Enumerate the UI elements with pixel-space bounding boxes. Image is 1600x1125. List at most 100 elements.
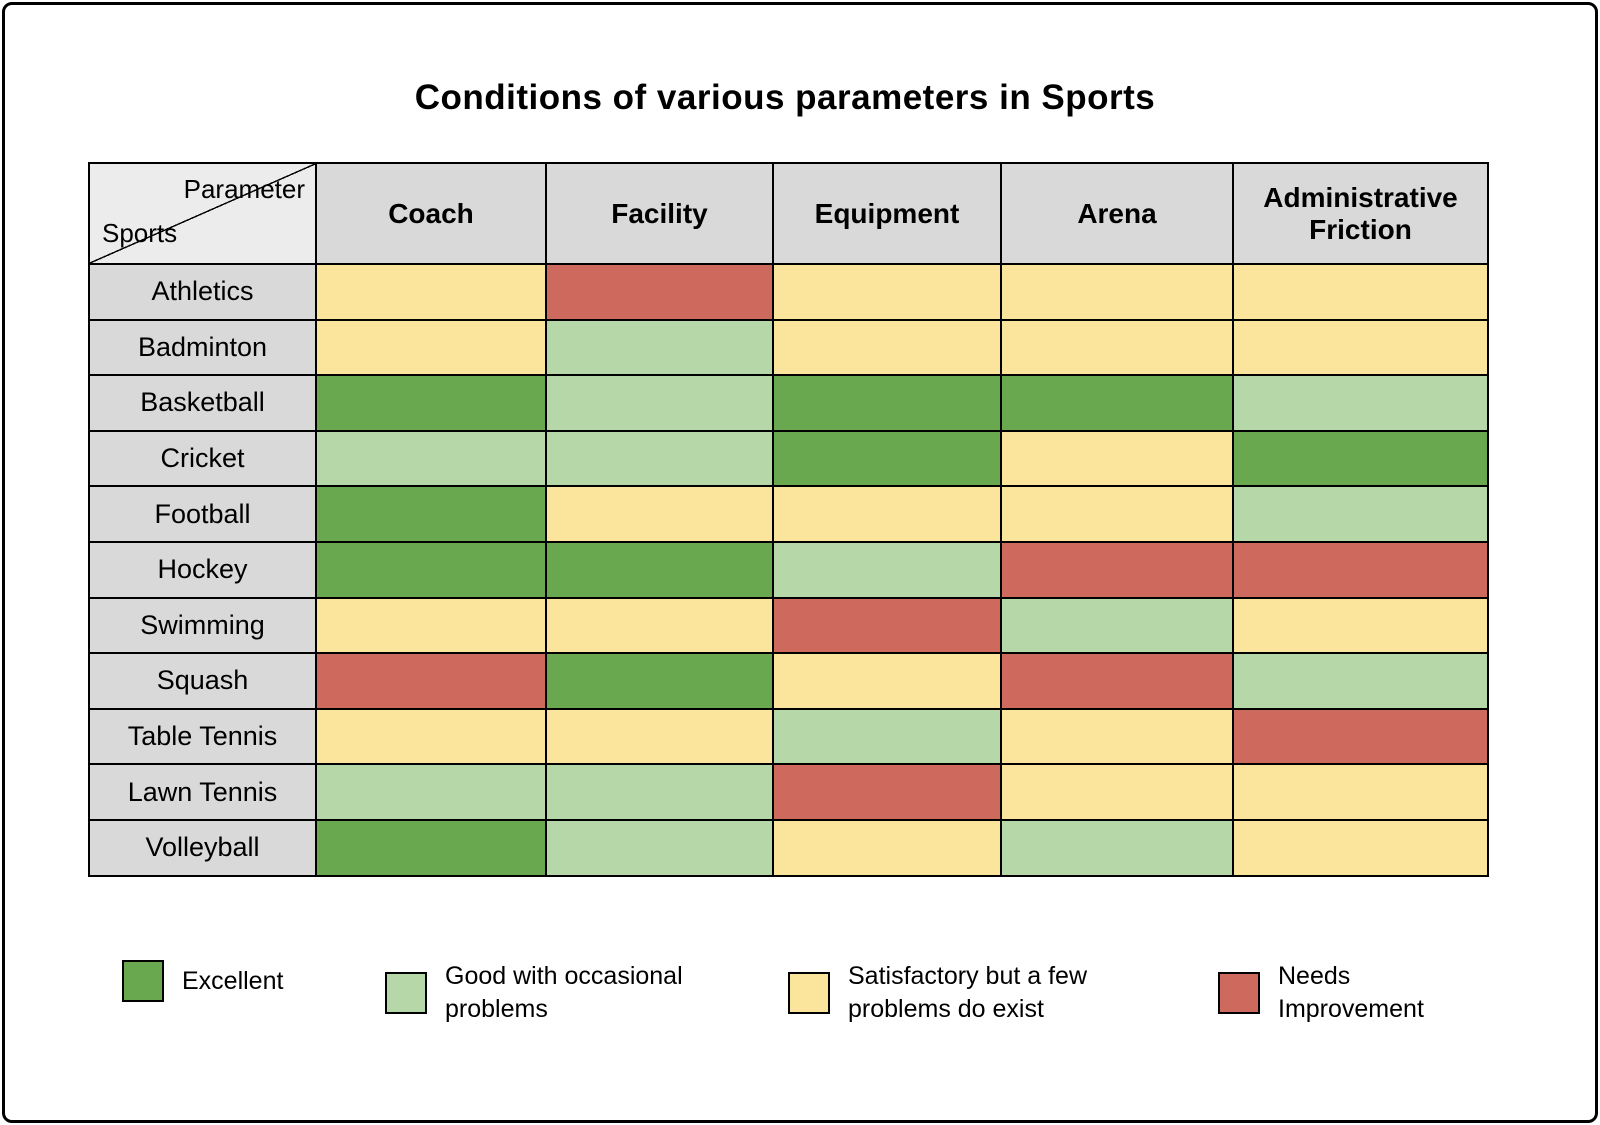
legend-swatch-good [385, 972, 427, 1014]
column-header-coach: Coach [315, 162, 547, 265]
cell-excellent [545, 652, 774, 710]
cell-satisfactory [1232, 318, 1489, 377]
legend-item-satisfactory: Satisfactory but a few problems do exist [788, 960, 1128, 1026]
table-row-football: Football [88, 485, 1489, 543]
cell-good [1000, 818, 1234, 877]
cell-good [545, 318, 774, 377]
cell-satisfactory [1000, 429, 1234, 488]
cell-good [1000, 596, 1234, 655]
cell-excellent [315, 540, 547, 599]
table-row-squash: Squash [88, 652, 1489, 710]
cell-satisfactory [1232, 263, 1489, 321]
cell-satisfactory [772, 318, 1002, 377]
cell-good [545, 429, 774, 488]
cell-satisfactory [545, 707, 774, 766]
table-row-hockey: Hockey [88, 540, 1489, 599]
heatmap-body: Athletics Badminton Basketball Cricket Footb… [88, 263, 1489, 877]
cell-needs-improvement [1000, 652, 1234, 710]
row-header-squash: Squash [88, 652, 317, 710]
row-header-cricket: Cricket [88, 429, 317, 488]
legend-swatch-satisfactory [788, 972, 830, 1014]
cell-satisfactory [772, 263, 1002, 321]
legend-item-needs-improvement: Needs Improvement [1218, 960, 1448, 1026]
cell-needs-improvement [772, 596, 1002, 655]
cell-good [315, 763, 547, 821]
corner-parameter-label: Parameter [183, 174, 305, 204]
chart-title: Conditions of various parameters in Spor… [414, 78, 1156, 117]
row-header-football: Football [88, 485, 317, 543]
cell-satisfactory [1000, 318, 1234, 377]
cell-excellent [1232, 429, 1489, 488]
cell-satisfactory [772, 818, 1002, 877]
legend-item-excellent: Excellent [122, 960, 283, 1002]
legend: Excellent Good with occasional problems Sa… [0, 960, 1600, 1070]
header-row: Parameter Sports Coach Facility Equipment A… [88, 162, 1489, 265]
cell-needs-improvement [545, 263, 774, 321]
cell-needs-improvement [1232, 707, 1489, 766]
heatmap-table-container: Parameter Sports Coach Facility Equipment A… [88, 162, 1489, 877]
cell-excellent [315, 374, 547, 432]
cell-satisfactory [545, 596, 774, 655]
legend-swatch-needs-improvement [1218, 972, 1260, 1014]
cell-satisfactory [315, 707, 547, 766]
cell-satisfactory [315, 318, 547, 377]
cell-good [545, 763, 774, 821]
column-header-facility: Facility [545, 162, 774, 265]
cell-excellent [315, 818, 547, 877]
cell-needs-improvement [315, 652, 547, 710]
cell-satisfactory [315, 263, 547, 321]
row-header-athletics: Athletics [88, 263, 317, 321]
cell-good [545, 818, 774, 877]
table-row-badminton: Badminton [88, 318, 1489, 377]
cell-satisfactory [1232, 818, 1489, 877]
column-header-arena: Arena [1000, 162, 1234, 265]
cell-good [1232, 485, 1489, 543]
cell-excellent [772, 429, 1002, 488]
cell-needs-improvement [1000, 540, 1234, 599]
cell-satisfactory [315, 596, 547, 655]
table-row-volleyball: Volleyball [88, 818, 1489, 877]
row-header-basketball: Basketball [88, 374, 317, 432]
table-row-cricket: Cricket [88, 429, 1489, 488]
heatmap-table: Parameter Sports Coach Facility Equipment A… [88, 162, 1489, 877]
cell-good [772, 540, 1002, 599]
row-header-volleyball: Volleyball [88, 818, 317, 877]
cell-satisfactory [1000, 763, 1234, 821]
cell-satisfactory [1232, 763, 1489, 821]
cell-satisfactory [1000, 485, 1234, 543]
cell-excellent [315, 485, 547, 543]
legend-label-satisfactory: Satisfactory but a few problems do exist [848, 962, 1088, 1023]
cell-needs-improvement [1232, 540, 1489, 599]
cell-satisfactory [1000, 263, 1234, 321]
table-row-swimming: Swimming [88, 596, 1489, 655]
cell-excellent [545, 540, 774, 599]
cell-good [315, 429, 547, 488]
cell-satisfactory [1232, 596, 1489, 655]
cell-good [1232, 374, 1489, 432]
cell-good [1232, 652, 1489, 710]
cell-satisfactory [772, 485, 1002, 543]
row-header-table-tennis: Table Tennis [88, 707, 317, 766]
cell-good [545, 374, 774, 432]
column-header-administrative-friction: Administrative Friction [1232, 162, 1489, 265]
legend-item-good: Good with occasional problems [385, 960, 715, 1026]
cell-satisfactory [1000, 707, 1234, 766]
column-header-equipment: Equipment [772, 162, 1002, 265]
cell-satisfactory [545, 485, 774, 543]
legend-label-good: Good with occasional problems [445, 962, 683, 1023]
legend-label-needs-improvement: Needs Improvement [1278, 962, 1424, 1023]
table-row-athletics: Athletics [88, 263, 1489, 321]
legend-swatch-excellent [122, 960, 164, 1002]
legend-label-excellent: Excellent [182, 966, 284, 995]
cell-excellent [1000, 374, 1234, 432]
corner-sports-label: Sports [102, 218, 178, 248]
table-row-basketball: Basketball [88, 374, 1489, 432]
cell-good [772, 707, 1002, 766]
row-header-swimming: Swimming [88, 596, 317, 655]
table-row-table-tennis: Table Tennis [88, 707, 1489, 766]
corner-cell: Parameter Sports [88, 162, 317, 265]
cell-needs-improvement [772, 763, 1002, 821]
row-header-hockey: Hockey [88, 540, 317, 599]
table-row-lawn-tennis: Lawn Tennis [88, 763, 1489, 821]
